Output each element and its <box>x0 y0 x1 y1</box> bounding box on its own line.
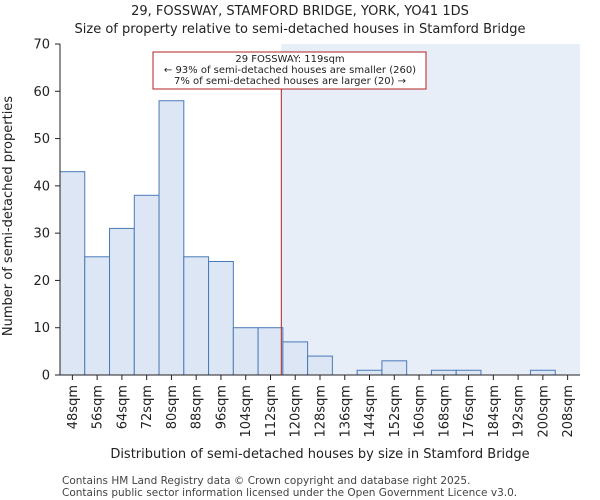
x-tick-label: 136sqm <box>338 385 353 438</box>
x-tick-label: 184sqm <box>487 385 502 438</box>
y-tick-label: 0 <box>42 369 50 384</box>
x-tick-label: 64sqm <box>115 385 130 429</box>
x-tick-label: 80sqm <box>165 385 180 429</box>
histogram-bar <box>183 256 210 376</box>
annotation-line2: ← 93% of semi-detached houses are smalle… <box>164 65 416 76</box>
x-tick-label: 192sqm <box>512 385 527 438</box>
x-tick-label: 72sqm <box>140 385 155 429</box>
histogram-bar <box>257 327 284 376</box>
y-tick-label: 30 <box>33 227 50 242</box>
histogram-bar <box>455 369 482 376</box>
histogram-bar <box>430 369 457 376</box>
x-tick-label: 208sqm <box>561 385 576 438</box>
larger-region-shade <box>281 44 580 375</box>
histogram-bar <box>381 360 408 376</box>
x-tick-label: 200sqm <box>536 385 551 438</box>
x-tick-label: 88sqm <box>190 385 205 429</box>
x-tick-label: 96sqm <box>214 385 229 429</box>
histogram-bar <box>307 355 333 376</box>
histogram-bar <box>158 100 185 376</box>
x-tick-label: 120sqm <box>289 385 304 438</box>
histogram-bar <box>208 261 234 376</box>
y-tick-label: 50 <box>33 132 50 147</box>
annotation-frame <box>152 51 427 90</box>
footer-line2: Contains public sector information licen… <box>62 487 517 499</box>
histogram-bar <box>232 327 259 376</box>
chart-title-line2: Size of property relative to semi-detach… <box>75 22 526 37</box>
histogram-bar <box>356 369 383 376</box>
y-tick-label: 20 <box>33 274 50 289</box>
annotation-line3: 7% of semi-detached houses are larger (2… <box>174 76 406 87</box>
y-tick-label: 40 <box>33 179 50 194</box>
x-tick-label: 176sqm <box>462 385 477 438</box>
x-tick-label: 112sqm <box>264 385 279 438</box>
y-axis-label: Number of semi-detached properties <box>1 96 16 336</box>
x-tick-label: 152sqm <box>388 385 403 438</box>
x-tick-label: 144sqm <box>363 385 378 438</box>
x-tick-label: 168sqm <box>437 385 452 438</box>
y-tick-label: 70 <box>33 38 50 53</box>
histogram-bar <box>59 171 86 376</box>
chart-title-line1: 29, FOSSWAY, STAMFORD BRIDGE, YORK, YO41… <box>131 4 469 19</box>
histogram-bar <box>109 227 135 376</box>
x-tick-label: 56sqm <box>91 385 106 429</box>
annotation-line1: 29 FOSSWAY: 119sqm <box>235 54 344 65</box>
x-tick-label: 48sqm <box>66 385 81 429</box>
histogram-bar <box>133 194 160 376</box>
x-tick-label: 160sqm <box>413 385 428 438</box>
footer-line1: Contains HM Land Registry data © Crown c… <box>62 475 470 487</box>
x-tick-label: 104sqm <box>239 385 254 438</box>
histogram-bar <box>529 369 556 376</box>
y-tick-label: 10 <box>33 321 50 336</box>
x-axis-label: Distribution of semi-detached houses by … <box>110 447 529 462</box>
x-tick-label: 128sqm <box>314 385 329 438</box>
histogram-bar <box>282 341 309 376</box>
annotation-box: 29 FOSSWAY: 119sqm ← 93% of semi-detache… <box>152 51 427 90</box>
histogram-bar <box>84 256 111 376</box>
y-tick-label: 60 <box>33 85 50 100</box>
